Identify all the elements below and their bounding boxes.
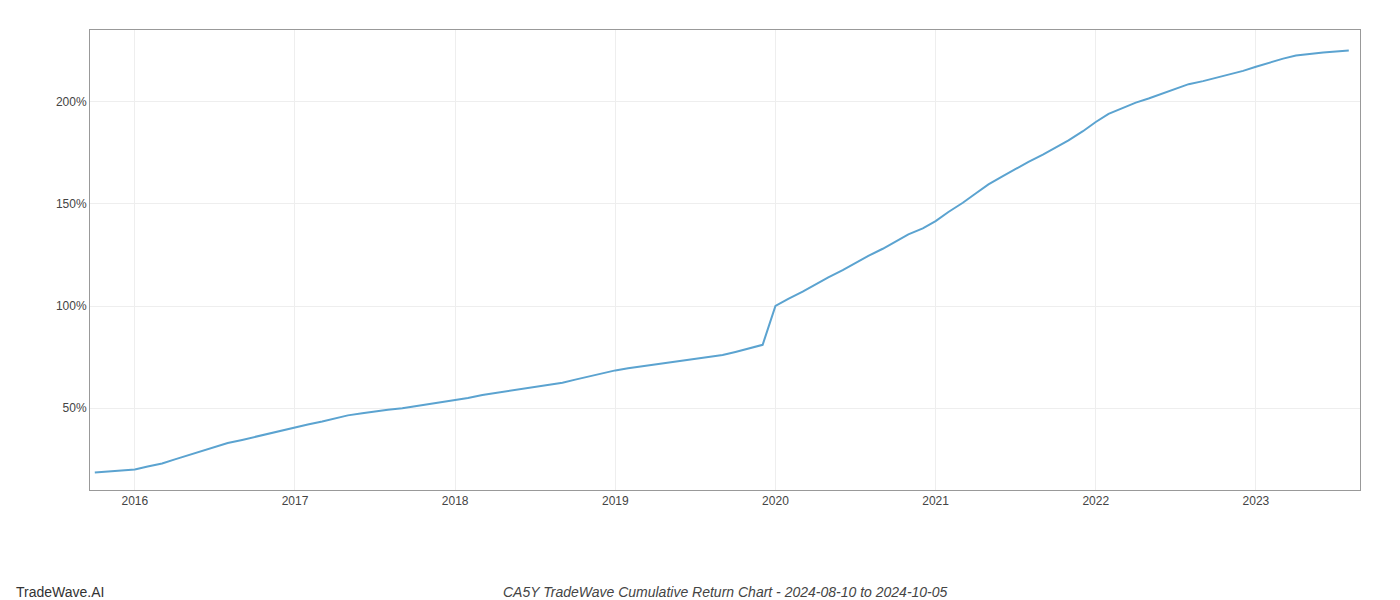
- svg-text:2021: 2021: [922, 494, 949, 508]
- svg-text:2016: 2016: [121, 494, 148, 508]
- svg-text:100%: 100%: [56, 299, 87, 313]
- svg-text:2023: 2023: [1243, 494, 1270, 508]
- svg-text:50%: 50%: [63, 401, 87, 415]
- svg-text:CA5Y TradeWave Cumulative Retu: CA5Y TradeWave Cumulative Return Chart -…: [503, 584, 948, 600]
- svg-text:150%: 150%: [56, 197, 87, 211]
- svg-text:2018: 2018: [442, 494, 469, 508]
- svg-text:2022: 2022: [1082, 494, 1109, 508]
- svg-text:200%: 200%: [56, 95, 87, 109]
- svg-text:2017: 2017: [282, 494, 309, 508]
- svg-text:2020: 2020: [762, 494, 789, 508]
- svg-text:TradeWave.AI: TradeWave.AI: [16, 584, 104, 600]
- svg-text:2019: 2019: [602, 494, 629, 508]
